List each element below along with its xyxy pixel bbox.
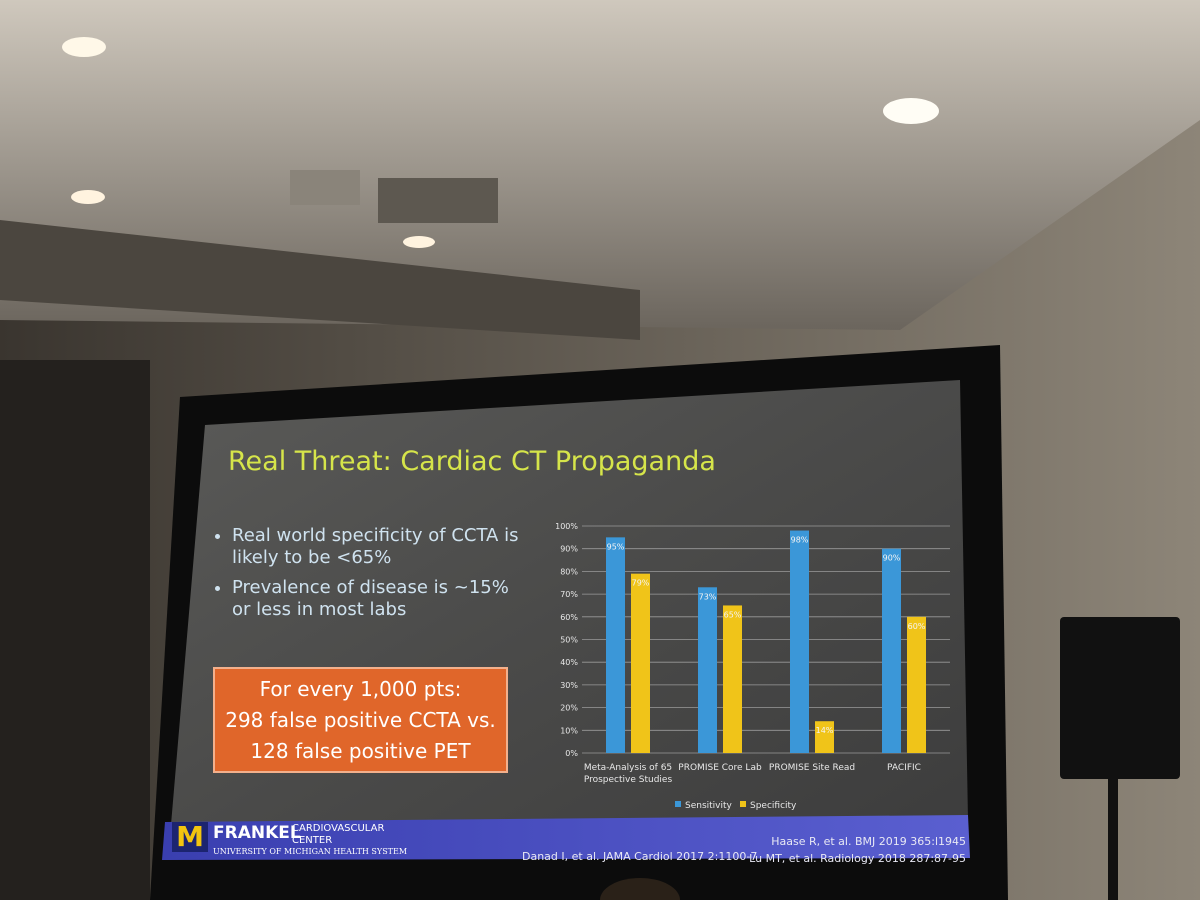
vent (290, 170, 360, 205)
logo-box (172, 822, 208, 852)
value-label: 60% (908, 622, 926, 631)
speaker-stand (1108, 779, 1118, 900)
citation: Haase R, et al. BMJ 2019 365:l1945 (771, 835, 966, 848)
bar (631, 573, 650, 753)
y-tick-label: 80% (560, 567, 578, 576)
bullet: Real world specificity of CCTA is likely… (232, 525, 532, 569)
citation: Danad I, et al. JAMA Cardiol 2017 2:1100… (522, 850, 757, 863)
speaker (1060, 617, 1180, 779)
y-tick-label: 90% (560, 545, 578, 554)
logo-name: FRANKEL (213, 823, 301, 843)
legend-label: Specificity (750, 801, 797, 811)
y-tick-label: 60% (560, 613, 578, 622)
x-tick-label: PROMISE Site Read (768, 763, 856, 773)
bar (815, 721, 834, 753)
y-tick-label: 0% (565, 749, 578, 758)
light (403, 236, 435, 248)
ceiling (0, 0, 1200, 330)
logo-sub: CENTER (292, 835, 332, 846)
light (883, 98, 939, 124)
value-label: 73% (699, 592, 717, 601)
callout-line: For every 1,000 pts: (259, 676, 462, 701)
bar (698, 587, 717, 753)
value-label: 98% (791, 536, 809, 545)
y-tick-label: 50% (560, 636, 578, 645)
y-tick-label: 40% (560, 658, 578, 667)
bar (907, 616, 926, 753)
light (71, 190, 105, 204)
x-tick-label: PACIFIC (887, 763, 921, 773)
footer-bar (162, 815, 970, 860)
legend-swatch (740, 801, 746, 807)
value-label: 65% (724, 610, 742, 619)
vent (378, 178, 498, 223)
y-tick-label: 100% (555, 522, 578, 531)
bar (790, 530, 809, 753)
citation: Lu MT, et al. Radiology 2018 287:87-95 (749, 852, 966, 865)
legend-label: Sensitivity (685, 801, 733, 811)
audience-head (600, 878, 680, 900)
logo-org: UNIVERSITY OF MICHIGAN HEALTH SYSTEM (213, 847, 407, 856)
y-tick-label: 10% (560, 726, 578, 735)
beam (0, 220, 640, 340)
light (62, 37, 106, 57)
bar (606, 537, 625, 753)
bullet: Prevalence of disease is ~15% or less in… (232, 577, 532, 621)
y-tick-label: 20% (560, 704, 578, 713)
bar (723, 605, 742, 753)
logo-mark: M (176, 820, 204, 853)
value-label: 79% (632, 579, 650, 588)
logo-sub: CARDIOVASCULAR (292, 823, 384, 834)
callout-line: 298 false positive CCTA vs. (225, 707, 496, 732)
slide-title: Real Threat: Cardiac CT Propaganda (228, 446, 716, 477)
x-tick-label: PROMISE Core Lab (678, 763, 762, 773)
callout-line: 128 false positive PET (250, 738, 471, 763)
value-label: 14% (816, 726, 834, 735)
bar (882, 548, 901, 753)
value-label: 95% (607, 542, 625, 551)
y-tick-label: 30% (560, 681, 578, 690)
x-tick-label: Meta-Analysis of 65 Prospective Studies (583, 763, 673, 785)
y-tick-label: 70% (560, 590, 578, 599)
pillar (0, 360, 150, 900)
callout: For every 1,000 pts: 298 false positive … (213, 667, 508, 773)
bullets: Real world specificity of CCTA is likely… (218, 525, 532, 629)
value-label: 90% (883, 554, 901, 563)
legend-swatch (675, 801, 681, 807)
